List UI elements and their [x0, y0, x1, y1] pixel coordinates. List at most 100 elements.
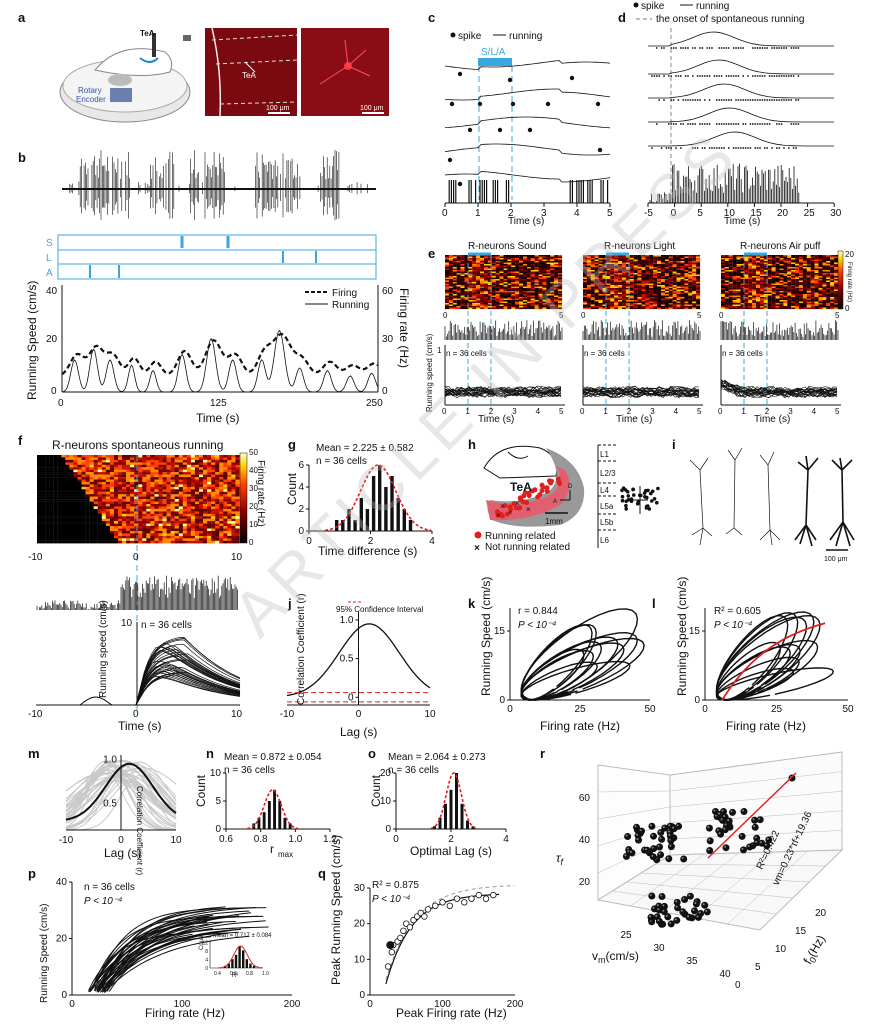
heat-cell — [507, 300, 512, 302]
heat-cell — [633, 288, 638, 290]
heat-cell — [558, 259, 563, 262]
heat-cell — [614, 288, 619, 290]
heat-cell — [822, 294, 827, 296]
spike-dot — [761, 47, 764, 49]
heat-cell — [199, 459, 204, 463]
spike-dot — [706, 47, 709, 49]
spike-dot — [527, 127, 533, 133]
heat-cell — [594, 288, 599, 290]
heat-cell — [610, 289, 615, 292]
heat-cell — [476, 286, 481, 289]
heat-cell — [538, 307, 543, 310]
heat-cell — [830, 265, 835, 268]
heat-cell — [534, 274, 539, 277]
heat-cell — [810, 273, 815, 275]
heat-cell — [487, 289, 492, 292]
heat-cell — [37, 469, 42, 473]
heat-cell — [130, 486, 135, 490]
heat-cell — [550, 304, 555, 307]
spike-dot — [711, 47, 713, 49]
heat-cell — [526, 301, 531, 304]
heat-cell — [507, 294, 512, 296]
heat-cell — [602, 273, 607, 275]
heat-cell — [756, 298, 761, 301]
heat-cell — [830, 261, 835, 263]
heat-cell — [810, 271, 815, 274]
heat-cell — [586, 306, 591, 308]
heat-cell — [818, 271, 823, 274]
heat-cell — [507, 261, 512, 263]
spike-dot — [655, 123, 658, 125]
heat-cell — [523, 285, 527, 287]
heat-cell — [538, 283, 543, 286]
heat-cell — [445, 286, 449, 289]
heat-cell — [614, 285, 619, 287]
heat-cell — [480, 301, 485, 304]
spike-dot — [766, 47, 769, 49]
heat-cell — [598, 301, 603, 304]
heat-cell — [448, 265, 453, 268]
heat-cell — [472, 262, 477, 265]
heat-cell — [775, 288, 780, 290]
heat-cell — [558, 271, 563, 274]
d-xtick-label: -5 — [644, 208, 653, 219]
heat-cell — [633, 295, 638, 298]
heat-cell — [826, 297, 831, 299]
heat-cell — [57, 457, 62, 460]
heat-cell — [460, 304, 465, 307]
heat-cell — [721, 306, 725, 308]
heat-cell — [45, 477, 50, 480]
heat-cell — [810, 276, 815, 278]
heat-cell — [460, 289, 465, 292]
heat-cell — [649, 270, 654, 272]
heat-cell — [834, 286, 839, 289]
heat-cell — [724, 273, 729, 275]
heat-cell — [93, 472, 98, 475]
heat-cell — [649, 289, 654, 292]
spike-dot — [751, 75, 754, 77]
heat-cell — [771, 279, 776, 281]
heat-cell — [170, 479, 175, 483]
heat-cell — [692, 294, 697, 296]
heat-cell — [126, 477, 131, 480]
heat-cell — [771, 289, 776, 292]
heat-cell — [182, 462, 187, 465]
heat-cell — [728, 295, 733, 298]
spike-dot — [797, 123, 800, 125]
heat-cell — [744, 268, 749, 271]
heat-cell — [472, 258, 477, 260]
heat-cell — [602, 258, 607, 260]
heat-cell — [641, 285, 646, 287]
heat-cell — [783, 280, 788, 283]
heat-cell — [680, 271, 685, 274]
heat-cell — [633, 303, 638, 305]
running-trace — [444, 116, 611, 129]
heat-cell — [211, 484, 216, 487]
heat-cell — [818, 301, 823, 304]
heat-cell — [122, 496, 127, 500]
heat-cell — [641, 295, 646, 298]
heat-cell — [499, 283, 504, 286]
heat-cell — [105, 462, 110, 465]
heat-cell — [182, 489, 187, 492]
heat-cell — [586, 286, 591, 289]
heat-cell — [779, 256, 784, 259]
heat-cell — [767, 274, 772, 277]
heat-cell — [550, 276, 555, 278]
running-trace — [444, 143, 611, 156]
heat-cell — [476, 256, 481, 259]
heat-cell — [618, 255, 623, 257]
heat-cell — [45, 479, 50, 483]
spike-dot — [675, 123, 677, 125]
heat-cell — [594, 268, 599, 271]
heat-cell — [637, 277, 642, 280]
heat-cell — [688, 256, 693, 259]
heat-cell — [787, 267, 792, 269]
heat-cell — [763, 268, 768, 271]
heat-cell — [484, 271, 488, 274]
heat-cell — [146, 459, 151, 463]
heat-cell — [464, 304, 469, 307]
heat-cell — [476, 274, 481, 277]
heat-cell — [668, 306, 673, 308]
heat-cell — [158, 484, 163, 487]
